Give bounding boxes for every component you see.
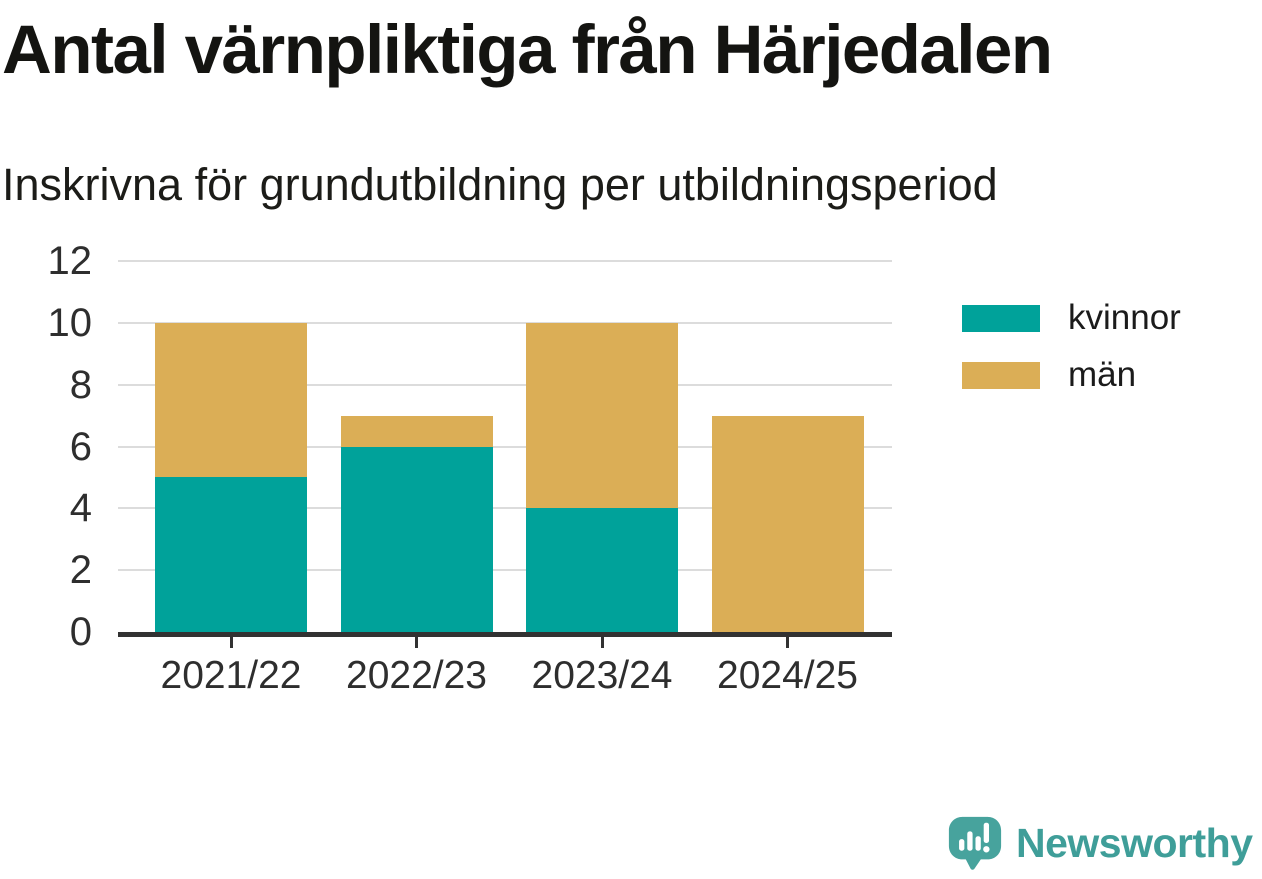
legend-item-kvinnor: kvinnor bbox=[962, 298, 1181, 338]
x-axis-tick bbox=[600, 637, 604, 648]
grid-line bbox=[118, 507, 892, 510]
y-tick-label: 0 bbox=[69, 610, 92, 654]
legend: kvinnor män bbox=[962, 298, 1181, 412]
bar-segment-män-2021/22 bbox=[155, 322, 307, 478]
x-tick-label: 2022/23 bbox=[346, 654, 487, 697]
bar-segment-kvinnor-2021/22 bbox=[155, 477, 307, 632]
y-tick-label: 2 bbox=[69, 548, 92, 593]
x-axis-line bbox=[118, 632, 892, 637]
legend-swatch bbox=[962, 304, 1040, 332]
x-tick-label: 2021/22 bbox=[160, 654, 302, 697]
legend-label: kvinnor bbox=[1068, 298, 1181, 337]
grid-line bbox=[118, 321, 892, 324]
y-tick-label: 6 bbox=[69, 424, 92, 469]
chart-title: Antal värnpliktiga från Härjedalen bbox=[2, 11, 1053, 88]
brand-name: Newsworthy bbox=[1016, 819, 1253, 866]
x-tick-label: 2023/24 bbox=[531, 654, 673, 697]
x-tick-label: 2024/25 bbox=[717, 654, 858, 697]
bar-segment-män-2022/23 bbox=[340, 415, 493, 447]
chart-subtitle: Inskrivna för grundutbildning per utbild… bbox=[2, 159, 998, 210]
y-tick-label: 10 bbox=[47, 300, 93, 345]
legend-label: män bbox=[1068, 355, 1137, 394]
grid-line bbox=[118, 383, 892, 386]
bar-segment-kvinnor-2022/23 bbox=[340, 446, 493, 632]
x-axis-tick bbox=[229, 637, 233, 648]
x-axis-tick bbox=[786, 637, 789, 648]
grid-line bbox=[118, 260, 892, 262]
y-tick-label: 12 bbox=[47, 239, 93, 283]
y-tick-label: 8 bbox=[69, 362, 92, 407]
x-axis-tick bbox=[415, 637, 418, 648]
bar-segment-män-2023/24 bbox=[526, 322, 678, 509]
bar-segment-kvinnor-2023/24 bbox=[526, 508, 678, 632]
y-tick-label: 4 bbox=[69, 486, 92, 531]
bar-segment-män-2024/25 bbox=[711, 415, 864, 632]
legend-item-män: män bbox=[962, 355, 1181, 395]
speech-bubble-shape bbox=[948, 816, 1002, 870]
legend-swatch bbox=[962, 361, 1040, 389]
grid-line bbox=[118, 569, 892, 572]
newsworthy-logo-icon bbox=[946, 814, 1004, 872]
brand-footer: Newsworthy bbox=[946, 814, 1253, 872]
grid-line bbox=[118, 445, 892, 448]
plot-area: 2021/22 2022/23 2023/24 2024/25 bbox=[118, 260, 892, 697]
